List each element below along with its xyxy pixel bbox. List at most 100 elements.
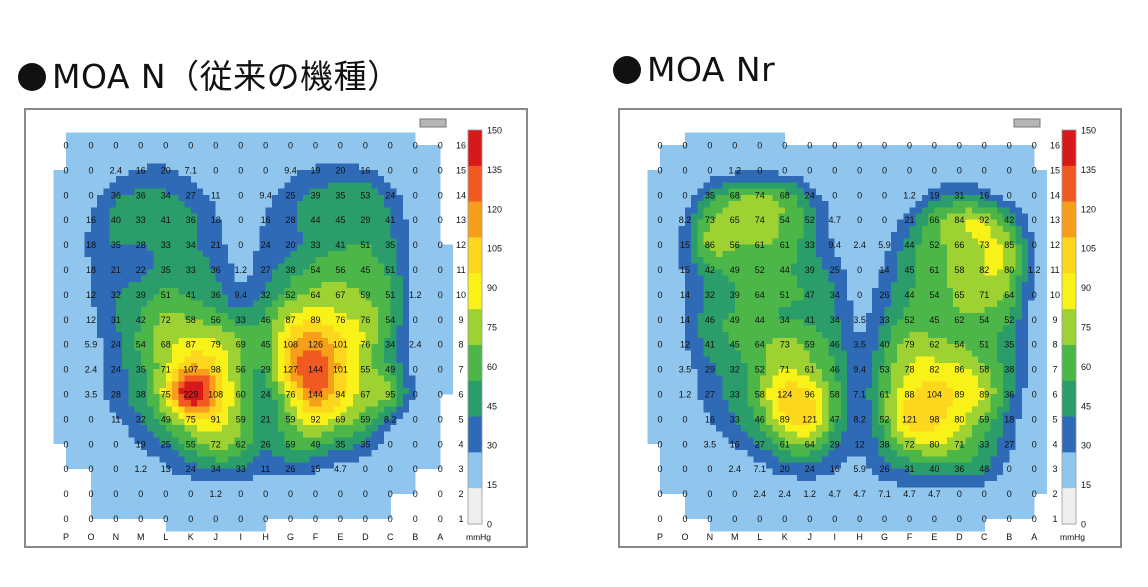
heatmap-cell bbox=[140, 325, 148, 333]
heatmap-cell bbox=[215, 387, 223, 395]
heatmap-cell bbox=[371, 331, 379, 339]
heatmap-cell bbox=[390, 331, 397, 339]
heatmap-cell bbox=[172, 257, 179, 264]
heatmap-cell bbox=[1015, 145, 1023, 152]
heatmap-cell bbox=[53, 437, 61, 445]
heatmap-cell bbox=[165, 474, 173, 482]
heatmap-cell bbox=[190, 145, 198, 152]
heatmap-cell bbox=[672, 151, 680, 158]
heatmap-cell bbox=[172, 331, 179, 339]
heatmap-cell bbox=[184, 499, 192, 507]
heatmap-cell bbox=[240, 225, 248, 233]
heatmap-cell bbox=[334, 145, 341, 152]
heatmap-cell bbox=[296, 406, 304, 414]
heatmap-cell bbox=[78, 163, 86, 171]
heatmap-cell bbox=[971, 151, 979, 158]
heatmap-cell bbox=[352, 244, 360, 252]
heatmap-cell bbox=[371, 250, 379, 258]
heatmap-cell bbox=[296, 437, 304, 445]
heatmap-cell bbox=[377, 138, 385, 146]
heatmap-cell bbox=[240, 269, 248, 277]
cell-value-label: 18 bbox=[86, 240, 96, 250]
heatmap-cell bbox=[265, 225, 273, 233]
heatmap-cell bbox=[427, 381, 435, 389]
heatmap-cell bbox=[209, 188, 217, 196]
heatmap-cell bbox=[240, 450, 248, 457]
heatmap-cell bbox=[240, 431, 248, 438]
heatmap-cell bbox=[446, 269, 454, 277]
heatmap-cell bbox=[427, 400, 435, 407]
heatmap-cell bbox=[253, 331, 260, 339]
heatmap-cell bbox=[53, 375, 61, 382]
heatmap-cell bbox=[209, 450, 217, 457]
heatmap-cell bbox=[234, 151, 242, 158]
heatmap-cell bbox=[666, 169, 673, 177]
heatmap-cell bbox=[340, 145, 348, 152]
heatmap-cell bbox=[722, 207, 730, 214]
heatmap-cell bbox=[666, 213, 673, 221]
heatmap-cell bbox=[884, 176, 892, 183]
cell-value-label: 0 bbox=[63, 464, 68, 474]
heatmap-cell bbox=[278, 481, 285, 488]
heatmap-cell bbox=[265, 512, 273, 519]
heatmap-cell bbox=[53, 182, 61, 189]
cell-value-label: 40 bbox=[111, 215, 121, 225]
heatmap-cell bbox=[66, 225, 73, 233]
heatmap-cell bbox=[240, 493, 248, 501]
heatmap-cell bbox=[128, 325, 136, 333]
heatmap-cell bbox=[309, 132, 316, 140]
heatmap-cell bbox=[84, 182, 92, 189]
heatmap-cell bbox=[303, 331, 310, 339]
heatmap-cell bbox=[940, 207, 948, 214]
heatmap-cell bbox=[415, 375, 422, 382]
heatmap-cell bbox=[221, 138, 229, 146]
cell-value-label: 0 bbox=[413, 439, 418, 449]
heatmap-cell bbox=[434, 462, 441, 470]
heatmap-cell bbox=[228, 132, 235, 140]
heatmap-cell bbox=[697, 201, 705, 208]
heatmap-cell bbox=[153, 418, 160, 426]
heatmap-cell bbox=[346, 499, 354, 507]
heatmap-cell bbox=[178, 244, 185, 252]
heatmap-cell bbox=[109, 468, 117, 476]
heatmap-cell bbox=[259, 387, 266, 395]
heatmap-cell bbox=[359, 151, 366, 158]
heatmap-cell bbox=[377, 244, 385, 252]
heatmap-cell bbox=[284, 294, 291, 302]
heatmap-cell bbox=[334, 462, 341, 470]
heatmap-cell bbox=[278, 325, 285, 333]
heatmap-cell bbox=[409, 275, 416, 283]
heatmap-cell bbox=[415, 425, 422, 432]
heatmap-cell bbox=[128, 462, 136, 470]
heatmap-cell bbox=[215, 381, 223, 389]
heatmap-cell bbox=[97, 362, 104, 370]
heatmap-cell bbox=[209, 194, 217, 202]
heatmap-cell bbox=[959, 194, 967, 202]
heatmap-cell bbox=[159, 207, 167, 214]
heatmap-cell bbox=[321, 474, 329, 482]
heatmap-cell bbox=[728, 188, 736, 196]
heatmap-cell bbox=[178, 132, 185, 140]
heatmap-cell bbox=[772, 157, 779, 165]
heatmap-cell bbox=[259, 524, 266, 532]
heatmap-cell bbox=[390, 288, 397, 295]
heatmap-cell bbox=[309, 138, 316, 146]
heatmap-cell bbox=[122, 188, 129, 196]
heatmap-cell bbox=[803, 151, 811, 158]
heatmap-cell bbox=[140, 169, 148, 177]
heatmap-cell bbox=[396, 132, 404, 140]
heatmap-cell bbox=[178, 263, 185, 270]
heatmap-cell bbox=[390, 425, 397, 432]
heatmap-cell bbox=[840, 207, 848, 214]
heatmap-cell bbox=[402, 418, 410, 426]
heatmap-cell bbox=[359, 232, 366, 239]
heatmap-cell bbox=[172, 474, 179, 482]
heatmap-cell bbox=[421, 331, 429, 339]
heatmap-cell bbox=[97, 138, 104, 146]
heatmap-cell bbox=[346, 182, 354, 189]
heatmap-cell bbox=[766, 182, 773, 189]
heatmap-cell bbox=[109, 319, 117, 326]
heatmap-cell bbox=[271, 344, 279, 351]
heatmap-cell bbox=[984, 151, 991, 158]
heatmap-cell bbox=[340, 499, 348, 507]
